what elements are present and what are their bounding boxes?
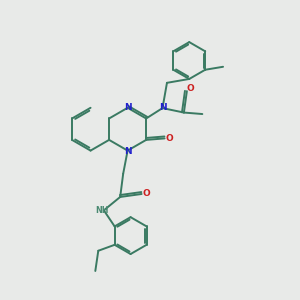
- Text: N: N: [124, 147, 131, 156]
- Text: O: O: [187, 84, 194, 93]
- Text: N: N: [124, 103, 131, 112]
- Text: O: O: [142, 189, 150, 198]
- Text: NH: NH: [96, 206, 109, 215]
- Text: O: O: [165, 134, 173, 143]
- Text: N: N: [159, 103, 167, 112]
